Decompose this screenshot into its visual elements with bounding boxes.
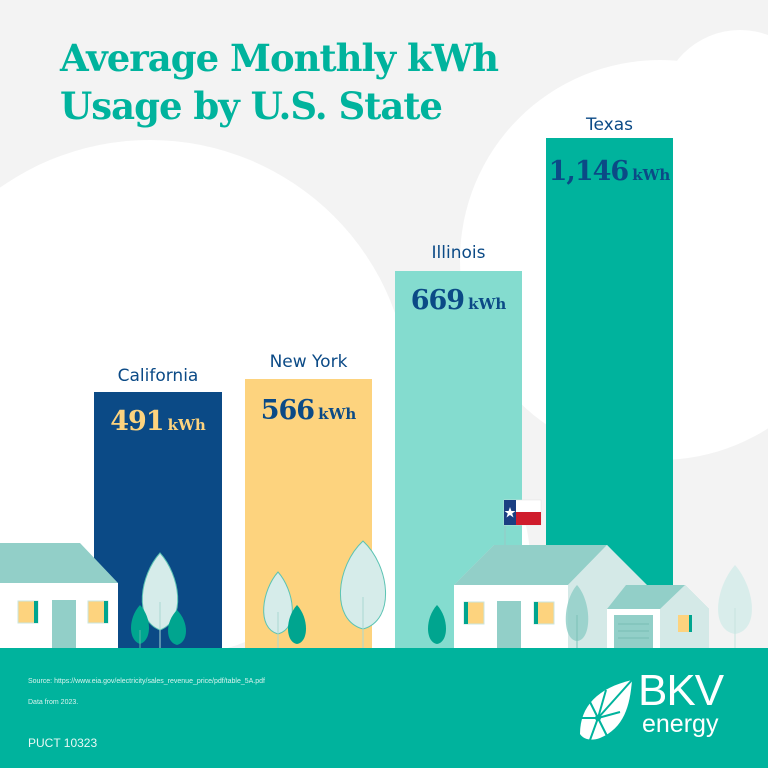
bar-label-texas: Texas (586, 115, 633, 135)
footer (0, 648, 768, 768)
data-year-text: Data from 2023. (28, 699, 79, 706)
tree-icons-california (131, 552, 186, 649)
house-main-icon (454, 545, 650, 650)
bar-value-illinois: 669 kWh (410, 285, 507, 316)
chart-title: Average Monthly kWh Usage by U.S. State (60, 34, 499, 130)
title-line-2: Usage by U.S. State (60, 84, 443, 128)
tree-icon-right (718, 565, 752, 634)
bar-value-california: 491 kWh (110, 406, 206, 437)
bar-label-california: California (117, 366, 199, 386)
tree-icon-illinois (428, 605, 446, 644)
tree-icons-new-york (263, 540, 386, 649)
bkv-energy-logo: BKV energy (578, 666, 748, 752)
bar-label-illinois: Illinois (431, 243, 486, 263)
texas-flag-icon (503, 499, 542, 545)
logo-brand: BKV (638, 666, 724, 715)
logo-sub: energy (642, 710, 719, 738)
bar-label-new-york: New York (269, 352, 348, 372)
bar-value-texas: 1,146 kWh (548, 156, 671, 187)
source-text: Source: https://www.eia.gov/electricity/… (28, 678, 265, 685)
leaf-sun-icon (580, 679, 633, 741)
puct-number: PUCT 10323 (28, 736, 98, 750)
garage-icon (607, 585, 709, 650)
house-left-icon (0, 543, 118, 649)
title-line-1: Average Monthly kWh (60, 36, 499, 80)
bar-value-new-york: 566 kWh (260, 395, 357, 426)
